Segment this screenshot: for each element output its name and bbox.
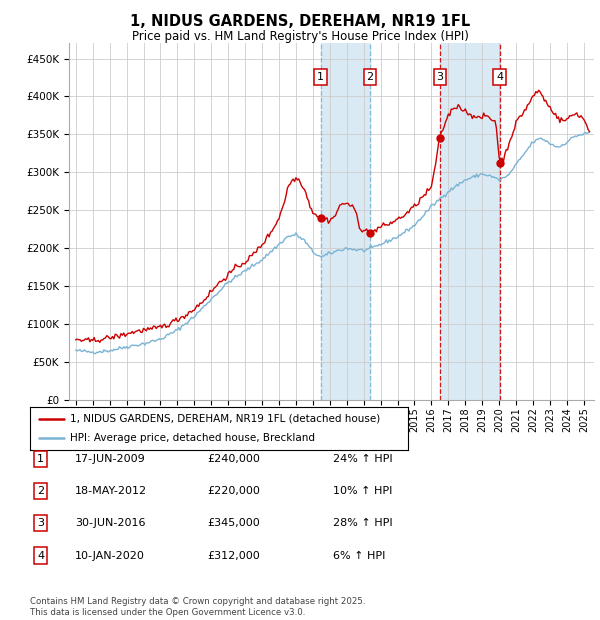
- Text: 1: 1: [317, 73, 324, 82]
- Bar: [440, 43, 500, 400]
- Text: 10% ↑ HPI: 10% ↑ HPI: [333, 486, 392, 496]
- Text: £240,000: £240,000: [207, 454, 260, 464]
- Text: Price paid vs. HM Land Registry's House Price Index (HPI): Price paid vs. HM Land Registry's House …: [131, 30, 469, 43]
- Text: 3: 3: [436, 73, 443, 82]
- Text: 4: 4: [496, 73, 503, 82]
- Text: HPI: Average price, detached house, Breckland: HPI: Average price, detached house, Brec…: [70, 433, 314, 443]
- Text: £312,000: £312,000: [207, 551, 260, 560]
- Text: 28% ↑ HPI: 28% ↑ HPI: [333, 518, 392, 528]
- Text: 3: 3: [37, 518, 44, 528]
- Text: 2: 2: [37, 486, 44, 496]
- Text: 1, NIDUS GARDENS, DEREHAM, NR19 1FL: 1, NIDUS GARDENS, DEREHAM, NR19 1FL: [130, 14, 470, 29]
- Bar: [320, 43, 370, 400]
- Text: 24% ↑ HPI: 24% ↑ HPI: [333, 454, 392, 464]
- Text: Contains HM Land Registry data © Crown copyright and database right 2025.
This d: Contains HM Land Registry data © Crown c…: [30, 598, 365, 617]
- Text: 10-JAN-2020: 10-JAN-2020: [75, 551, 145, 560]
- Text: 18-MAY-2012: 18-MAY-2012: [75, 486, 147, 496]
- Text: £220,000: £220,000: [207, 486, 260, 496]
- Text: 1: 1: [37, 454, 44, 464]
- Text: 2: 2: [367, 73, 374, 82]
- Text: £345,000: £345,000: [207, 518, 260, 528]
- Text: 4: 4: [37, 551, 44, 560]
- Text: 17-JUN-2009: 17-JUN-2009: [75, 454, 146, 464]
- Text: 30-JUN-2016: 30-JUN-2016: [75, 518, 146, 528]
- Text: 6% ↑ HPI: 6% ↑ HPI: [333, 551, 385, 560]
- Text: 1, NIDUS GARDENS, DEREHAM, NR19 1FL (detached house): 1, NIDUS GARDENS, DEREHAM, NR19 1FL (det…: [70, 414, 380, 423]
